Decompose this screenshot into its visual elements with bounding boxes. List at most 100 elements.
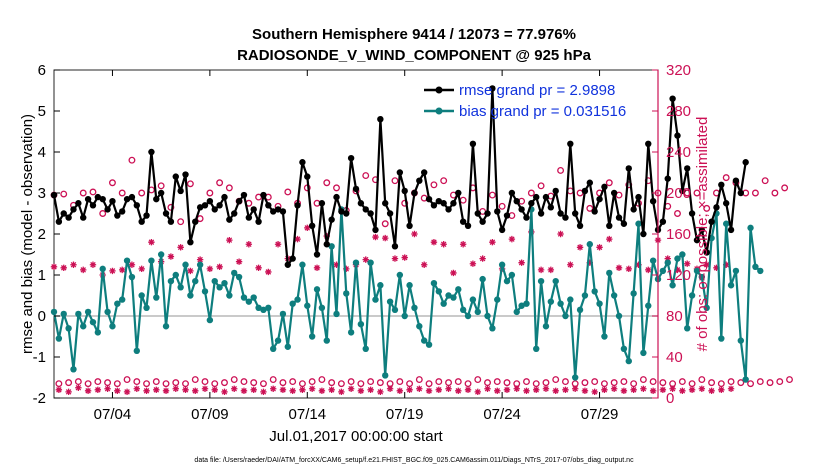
series-rmse-point [401,187,408,195]
series-rmse-point [664,175,671,182]
series-bias-point [630,290,637,297]
obs-possible-point [688,380,696,388]
obs-assimilated-point [591,388,598,396]
series-bias-point [688,292,696,299]
obs-possible-point [591,378,599,386]
obs-possible-point [537,182,545,190]
series-bias-point [99,265,106,273]
series-bias-point [430,280,438,287]
obs-assimilated-point [182,386,189,393]
obs-assimilated-point [70,261,77,268]
obs-assimilated-point [377,388,384,396]
series-rmse-point [464,222,472,229]
series-bias-point [562,312,569,320]
series-bias-point [50,308,58,316]
obs-possible-point [79,189,87,197]
obs-assimilated-point [664,255,671,262]
obs-assimilated-point [508,235,516,243]
obs-possible-point [610,379,618,387]
series-rmse-point [420,169,428,176]
obs-assimilated-point [211,386,218,393]
obs-assimilated-point [679,387,686,395]
series-bias-point [649,257,657,264]
obs-possible-point [678,378,686,386]
obs-assimilated-point [396,387,404,395]
series-rmse-point [99,195,106,203]
series-rmse-point [601,183,608,191]
series-bias-point [411,304,418,311]
obs-assimilated-point [123,388,131,396]
obs-assimilated-point [255,264,262,272]
series-bias-point [620,345,628,352]
legend-rmse-label: rmse grand pr = 2.9898 [459,82,615,99]
x-axis-label: Jul.01,2017 00:00:00 start [269,428,443,445]
obs-possible-point [581,379,589,387]
series-bias-point [455,286,462,293]
series-rmse-point [274,206,282,213]
series-rmse-point [445,206,452,213]
obs-possible-point [308,378,316,386]
series-rmse-point [552,187,559,195]
series-rmse-point [94,193,102,201]
obs-possible-point [771,189,779,197]
series-rmse-point [211,206,218,213]
obs-possible-point [488,191,496,199]
series-rmse-point [372,226,379,234]
series-rmse-point [367,210,374,217]
obs-possible-point [605,179,613,187]
obs-assimilated-point [382,234,389,242]
obs-possible-point [698,376,706,383]
obs-assimilated-point [489,239,496,246]
obs-assimilated-point [201,385,209,392]
series-rmse-point [84,195,92,203]
obs-assimilated-point [279,386,287,393]
obs-assimilated-point [177,244,184,251]
series-bias-point [450,294,457,301]
chart-title-line1: Southern Hemisphere 9414 / 12073 = 77.97… [252,26,576,43]
series-bias-point [177,284,184,291]
obs-assimilated-point [581,387,589,395]
series-bias-point [255,304,262,311]
series-rmse-point [162,210,170,217]
series-bias-point [65,325,72,332]
series-rmse-point [65,214,72,221]
series-rmse-point [201,202,209,209]
obs-assimilated-point [304,224,311,232]
obs-assimilated-point [153,386,160,393]
series-bias-point [445,292,452,299]
obs-assimilated-point [240,387,248,395]
obs-assimilated-point [75,384,82,391]
series-bias-point [601,333,608,340]
series-bias-point [114,300,121,307]
series-bias-point [55,335,63,342]
series-rmse-point [196,204,204,211]
series-bias-point [294,296,301,303]
obs-assimilated-point [192,387,199,395]
series-rmse-point [640,230,647,238]
obs-assimilated-point [606,235,613,243]
obs-possible-point [260,380,267,388]
series-rmse-point [114,212,121,219]
series-bias-point [289,300,296,307]
series-bias-point [123,257,131,264]
series-bias-point [377,282,384,289]
y-axis-right-label: # of obs: o=possible; ×=assimilated [694,117,711,352]
obs-assimilated-point [328,386,335,393]
series-bias-point [459,306,467,314]
series-rmse-point [308,222,316,229]
y-left-tick-label: 3 [38,185,46,202]
series-rmse-point [328,216,335,223]
obs-assimilated-point [523,387,530,395]
series-rmse-point [484,210,491,217]
obs-possible-point [269,376,277,383]
obs-assimilated-point [547,266,555,274]
series-rmse-point [459,218,467,225]
obs-possible-point [367,378,375,386]
series-bias-point [372,296,379,303]
series-rmse-point [703,249,710,256]
obs-assimilated-point [367,386,374,393]
series-rmse-point [304,173,311,180]
series-rmse-point [737,189,745,197]
obs-assimilated-point [231,385,238,392]
obs-assimilated-point [722,261,730,268]
